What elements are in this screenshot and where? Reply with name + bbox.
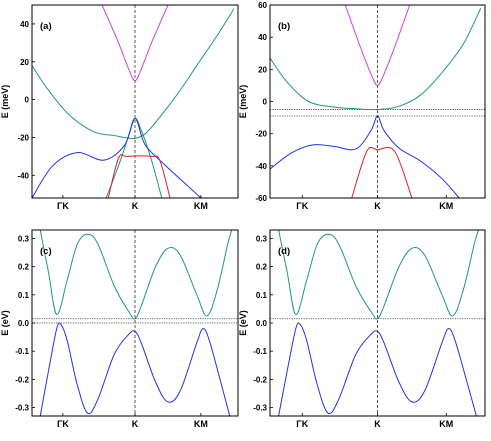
panel-a-band-2-magenta (101, 5, 169, 82)
panel-c-ylabel: E (eV) (0, 310, 10, 336)
panel-b-band-3-red (351, 146, 413, 198)
panel-c-ytick-label-4: 0.1 (18, 291, 30, 300)
panel-d-ytick-label-4: 0.1 (256, 291, 268, 300)
panel-d-band-1-blue (278, 322, 477, 416)
panel-d: -0.3 -0.2 -0.1 0.0 0.1 0.2 0.3 ΓK K KM E (eV) (d) (238, 229, 486, 429)
panel-b-ytick-label-2: -20 (255, 130, 267, 139)
panel-a-xtick-label-0: ΓK (57, 201, 69, 211)
panel-d-label: (d) (278, 246, 290, 257)
panel-a: -40 -20 0 20 40 ΓK K KM E (meV) (a) (0, 4, 239, 211)
panel-a-band-3-blue (32, 118, 202, 198)
panel-c-ytick-label-1: -0.2 (15, 375, 29, 384)
panel-b-band-1-magenta (344, 5, 411, 86)
panel-c-band-0-green (39, 230, 233, 320)
panel-a-label: (a) (40, 21, 52, 32)
panel-a-xtick-label-2: KM (194, 201, 208, 211)
panel-d-xtick-label-2: KM (439, 419, 453, 429)
panel-b-ytick-label-0: -60 (255, 194, 267, 203)
panel-b-ytick-label-6: 60 (258, 1, 267, 10)
panel-d-ytick-label-6: 0.3 (256, 234, 268, 243)
panel-b-band-2-blue (270, 115, 460, 198)
panel-a-xtick-label-1: K (132, 201, 139, 211)
panel-a-ylabel: E (meV) (0, 85, 10, 119)
panel-a-ytick-label-4: 40 (20, 20, 29, 29)
panel-b-xtick-label-2: KM (439, 201, 453, 211)
panel-d-ytick-label-5: 0.2 (256, 263, 268, 272)
panel-a-ytick-label-1: -20 (17, 133, 29, 142)
panel-c-ytick-label-5: 0.2 (18, 263, 30, 272)
panel-b-ylabel: E (meV) (238, 85, 248, 119)
panel-b-band-0-green (270, 8, 482, 111)
panel-b-ytick-label-1: -40 (255, 162, 267, 171)
panel-b-label: (b) (278, 21, 290, 32)
panel-b-ytick-label-5: 40 (258, 33, 267, 42)
panel-b-xtick-label-0: ΓK (296, 201, 308, 211)
panel-c-label: (c) (40, 246, 52, 257)
panel-d-ytick-label-3: 0.0 (256, 319, 268, 328)
panel-c: -0.3 -0.2 -0.1 0.0 0.1 0.2 0.3 ΓK K KM E (eV) (c) (0, 229, 239, 429)
panel-c-xtick-label-0: ΓK (57, 419, 69, 429)
panel-a-ytick-label-2: 0 (25, 96, 30, 105)
panel-d-xtick-label-1: K (374, 419, 381, 429)
panel-d-ytick-label-0: -0.3 (253, 404, 267, 413)
panel-b-ytick-label-3: 0 (263, 98, 268, 107)
panel-d-band-0-green (278, 230, 480, 320)
panel-c-ytick-label-3: 0.0 (18, 319, 30, 328)
panel-d-plot-area (270, 230, 485, 416)
panel-a-ytick-label-3: 20 (20, 58, 29, 67)
panel-c-band-1-blue (39, 322, 231, 416)
panel-b-xtick-label-1: K (374, 201, 381, 211)
panel-c-plot-area (32, 230, 238, 416)
panel-b-plot-area (270, 5, 485, 198)
panel-c-ytick-label-0: -0.3 (15, 404, 29, 413)
panel-d-ytick-label-1: -0.2 (253, 375, 267, 384)
panel-c-xtick-label-2: KM (194, 419, 208, 429)
panel-d-ylabel: E (eV) (238, 310, 248, 336)
panel-c-xtick-label-1: K (132, 419, 139, 429)
panel-a-band-0-green (32, 8, 235, 140)
panel-b: -60 -40 -20 0 20 40 60 ΓK K KM E (meV) (b) (238, 1, 486, 211)
panel-b-ytick-label-4: 20 (258, 65, 267, 74)
panel-c-ytick-label-6: 0.3 (18, 234, 30, 243)
panel-d-ytick-label-2: -0.1 (253, 347, 267, 356)
panel-c-ytick-label-2: -0.1 (15, 347, 29, 356)
panel-a-ytick-label-0: -40 (17, 171, 29, 180)
panel-d-xtick-label-0: ΓK (296, 419, 308, 429)
panel-a-plot-area (32, 5, 235, 198)
panel-a-band-4-red (107, 154, 171, 198)
